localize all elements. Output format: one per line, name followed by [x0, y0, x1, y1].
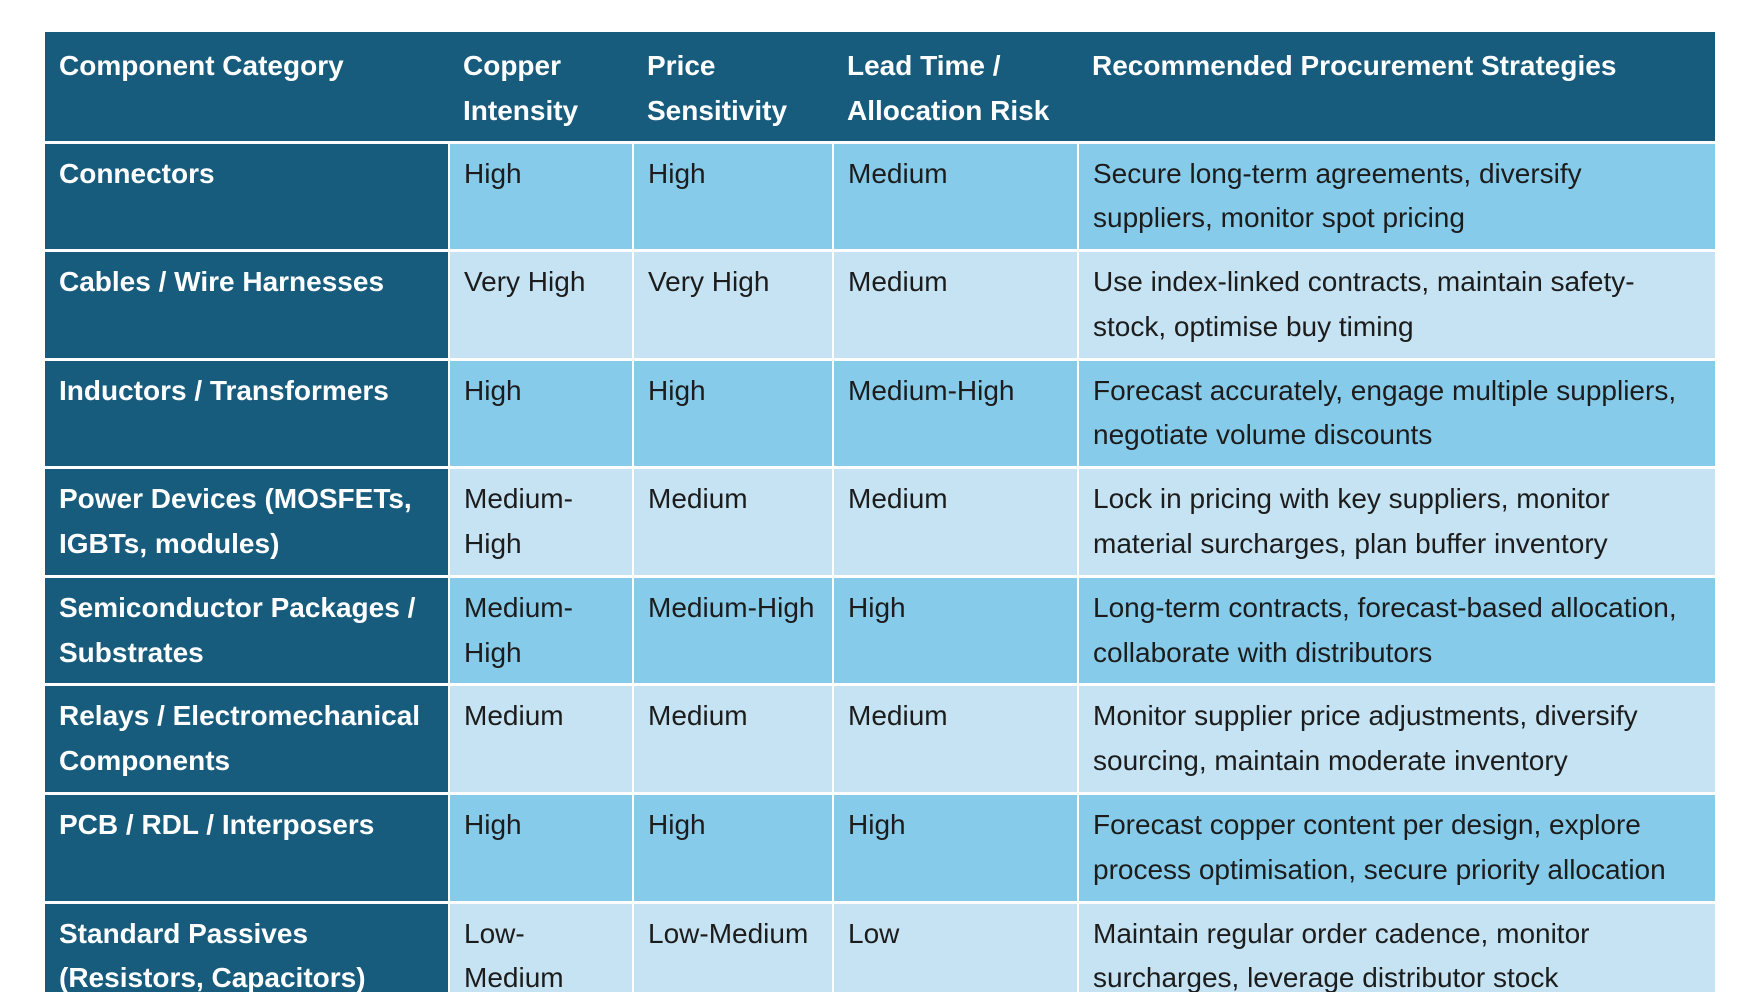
strategies-cell: Maintain regular order cadence, monitor … — [1078, 902, 1715, 992]
lead-time-cell: Medium — [833, 142, 1079, 253]
price-sensitivity-cell: Medium — [633, 684, 834, 796]
copper-intensity-cell: High — [449, 793, 634, 904]
category-cell: Standard Passives (Resistors, Capacitors… — [45, 902, 450, 992]
category-cell: Inductors / Transformers — [45, 359, 450, 470]
category-cell: Semiconductor Packages / Substrates — [45, 576, 450, 687]
col-header-component-category: Component Category — [45, 32, 449, 144]
category-cell: PCB / RDL / Interposers — [45, 793, 450, 904]
lead-time-cell: High — [833, 576, 1079, 687]
price-sensitivity-cell: Medium-High — [633, 576, 834, 687]
price-sensitivity-cell: Medium — [633, 467, 834, 578]
category-cell: Power Devices (MOSFETs, IGBTs, modules) — [45, 467, 450, 578]
copper-intensity-cell: High — [449, 359, 634, 470]
lead-time-cell: Medium — [833, 684, 1079, 796]
price-sensitivity-cell: Very High — [633, 250, 834, 361]
col-header-recommended-procurement-strategies: Recommended Procurement Strategies — [1078, 32, 1715, 144]
strategies-cell: Use index-linked contracts, maintain saf… — [1078, 250, 1715, 361]
procurement-strategy-table: Component Category Copper Intensity Pric… — [45, 32, 1715, 992]
lead-time-cell: High — [833, 793, 1079, 904]
table-row: Standard Passives (Resistors, Capacitors… — [45, 902, 1715, 992]
copper-intensity-cell: Medium — [449, 684, 634, 796]
header-row: Component Category Copper Intensity Pric… — [45, 32, 1715, 144]
price-sensitivity-cell: High — [633, 142, 834, 253]
table-row: Relays / Electromechanical Components Me… — [45, 684, 1715, 796]
price-sensitivity-cell: High — [633, 359, 834, 470]
lead-time-cell: Medium — [833, 250, 1079, 361]
strategies-cell: Forecast accurately, engage multiple sup… — [1078, 359, 1715, 470]
copper-intensity-cell: Low-Medium — [449, 902, 634, 992]
lead-time-cell: Medium — [833, 467, 1079, 578]
strategies-cell: Long-term contracts, forecast-based allo… — [1078, 576, 1715, 687]
strategies-cell: Monitor supplier price adjustments, dive… — [1078, 684, 1715, 796]
lead-time-cell: Low — [833, 902, 1079, 992]
category-cell: Connectors — [45, 142, 450, 253]
col-header-price-sensitivity: Price Sensitivity — [633, 32, 833, 144]
table-body: Connectors High High Medium Secure long-… — [45, 142, 1715, 992]
category-cell: Relays / Electromechanical Components — [45, 684, 450, 796]
strategies-cell: Lock in pricing with key suppliers, moni… — [1078, 467, 1715, 578]
table-row: Cables / Wire Harnesses Very High Very H… — [45, 250, 1715, 361]
copper-intensity-cell: High — [449, 142, 634, 253]
strategies-cell: Forecast copper content per design, expl… — [1078, 793, 1715, 904]
col-header-copper-intensity: Copper Intensity — [449, 32, 633, 144]
table-row: Semiconductor Packages / Substrates Medi… — [45, 576, 1715, 687]
table-header: Component Category Copper Intensity Pric… — [45, 32, 1715, 144]
table-row: Inductors / Transformers High High Mediu… — [45, 359, 1715, 470]
price-sensitivity-cell: High — [633, 793, 834, 904]
table-row: Power Devices (MOSFETs, IGBTs, modules) … — [45, 467, 1715, 578]
copper-intensity-cell: Medium-High — [449, 467, 634, 578]
strategies-cell: Secure long-term agreements, diversify s… — [1078, 142, 1715, 253]
table-row: Connectors High High Medium Secure long-… — [45, 142, 1715, 253]
copper-intensity-cell: Medium-High — [449, 576, 634, 687]
price-sensitivity-cell: Low-Medium — [633, 902, 834, 992]
category-cell: Cables / Wire Harnesses — [45, 250, 450, 361]
col-header-lead-time-allocation-risk: Lead Time / Allocation Risk — [833, 32, 1078, 144]
copper-intensity-cell: Very High — [449, 250, 634, 361]
table-row: PCB / RDL / Interposers High High High F… — [45, 793, 1715, 904]
lead-time-cell: Medium-High — [833, 359, 1079, 470]
